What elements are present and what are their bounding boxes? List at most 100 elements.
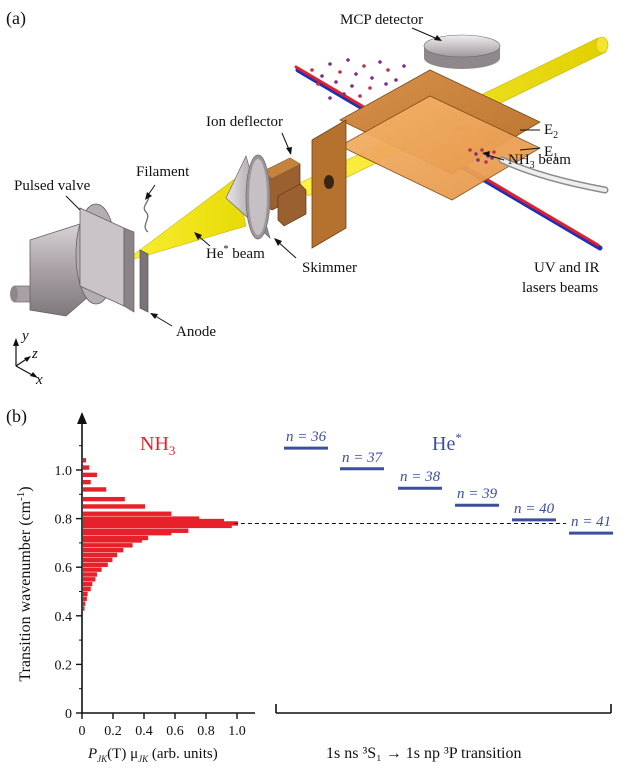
ion-deflector-plate [311, 119, 347, 249]
nh3-bar [83, 528, 189, 533]
lasers-label-line2: lasers beams [522, 280, 598, 296]
nh3-bar [83, 487, 107, 492]
panel-b: (b) NH3 He* Transition wavenumber (cm-1)… [6, 406, 613, 764]
pulsed-valve-label: Pulsed valve [14, 178, 91, 194]
nh3-bar [83, 511, 172, 516]
x-tick-label: 0.2 [104, 724, 122, 739]
ion-dot [394, 78, 398, 82]
nh3-bar [83, 543, 133, 548]
he-title: He* [432, 430, 462, 455]
skimmer-label: Skimmer [302, 260, 357, 276]
x-tick-label: 0.6 [166, 724, 184, 739]
axis-tripod: y z x [13, 328, 43, 388]
nh3-tube [498, 156, 609, 194]
panel-a-label: (a) [6, 8, 26, 29]
nh3-bar [83, 557, 113, 563]
nh3-bar [83, 586, 91, 592]
nh3-bar [83, 591, 88, 597]
ion-dot [328, 62, 332, 66]
nh3-bar [83, 521, 238, 526]
nh3-beam-label: NH3 beam [508, 152, 571, 171]
panel-b-label: (b) [6, 406, 27, 427]
ion-dot [350, 84, 354, 88]
nh3-beam-dots [468, 148, 496, 164]
mcp-detector [423, 34, 501, 69]
level-label: n = 39 [457, 486, 498, 502]
nh3-bar [83, 523, 232, 529]
axis-z-label: z [31, 346, 38, 362]
ion-dot [342, 92, 346, 96]
y-tick-label: 0.2 [55, 658, 73, 673]
anode-plate [139, 249, 149, 313]
y-tick-label: 0 [65, 707, 72, 722]
ion-dot [368, 86, 372, 90]
ion-dot [358, 94, 362, 98]
ion-dot [346, 58, 350, 62]
nh3-bar [83, 516, 200, 521]
nh3-bar [83, 577, 96, 582]
nh3-bar [83, 504, 145, 509]
nh3-dot [468, 148, 472, 152]
he-beam-label: He* beam [206, 244, 265, 262]
y-tick-label: 1.0 [55, 464, 73, 479]
y-axis-title: Transition wavenumber (cm-1) [15, 486, 34, 681]
ion-dot [384, 82, 388, 86]
nh3-bar [83, 496, 125, 502]
nh3-bar [83, 530, 172, 536]
nh3-bar [83, 582, 93, 587]
ion-dot [354, 72, 358, 76]
filament-label: Filament [136, 164, 190, 180]
lasers-label-line1: UV and IR [534, 260, 600, 276]
nh3-bar [83, 479, 91, 485]
nh3-bar [83, 472, 97, 478]
ion-dot [310, 68, 314, 72]
nh3-dot [474, 152, 478, 156]
y-tick-label: 0.6 [55, 561, 73, 576]
x-tick-label: 0.8 [197, 724, 215, 739]
y-ticks: 0 0.2 0.4 0.6 0.8 1.0 [55, 445, 82, 722]
nh3-dot [480, 148, 484, 152]
ion-dot [386, 68, 390, 72]
ion-cloud [310, 58, 406, 100]
nh3-bar [83, 458, 87, 463]
nh3-bar [83, 601, 86, 606]
e2-label: E2 [544, 122, 558, 141]
nh3-title: NH3 [140, 433, 175, 458]
nh3-dot [484, 160, 488, 164]
ion-dot [362, 64, 366, 68]
nh3-bar [83, 535, 149, 541]
y-axis-arrow [77, 412, 87, 424]
nh3-bar [83, 572, 97, 577]
ion-dot [370, 76, 374, 80]
x-tick-label: 1.0 [228, 724, 246, 739]
nh3-bars [83, 458, 238, 611]
e1-label: E1 [544, 144, 558, 163]
axis-y-label: y [20, 328, 29, 344]
nh3-bar [83, 562, 108, 567]
ion-dot [338, 70, 342, 74]
nh3-bar [83, 552, 118, 558]
ion-deflector-label: Ion deflector [206, 114, 283, 130]
panel-a: (a) [6, 8, 609, 388]
level-label: n = 37 [342, 450, 384, 466]
ion-dot [320, 74, 324, 78]
ion-dot [378, 60, 382, 64]
y-tick-label: 0.8 [55, 513, 73, 528]
filament-wire [143, 193, 150, 233]
nh3-bar [83, 596, 87, 601]
ion-dot [334, 80, 338, 84]
nh3-bar [83, 606, 85, 611]
pulsed-valve [10, 203, 135, 317]
nh3-bar [83, 538, 142, 543]
transition-label: 1s ns ³S₁ → 1s np ³P transition [326, 745, 522, 762]
nh3-bar [83, 465, 90, 470]
level-label: n = 41 [571, 514, 611, 530]
leader-arrows [65, 27, 541, 327]
skimmer-cone [225, 154, 271, 240]
ion-dot [316, 82, 320, 86]
mcp-detector-label: MCP detector [340, 12, 423, 28]
x-tick-label: 0.4 [135, 724, 153, 739]
level-label: n = 36 [286, 429, 327, 445]
